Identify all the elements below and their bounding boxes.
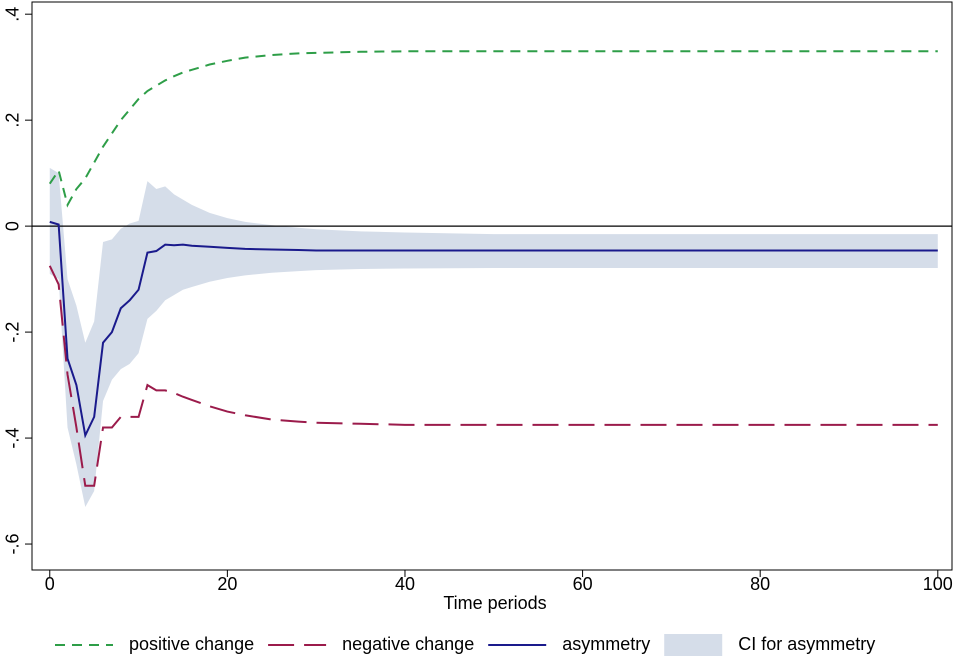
x-tick-label: 100 [923,574,953,594]
legend-label: asymmetry [562,634,650,654]
x-tick-label: 20 [217,574,237,594]
x-axis-title: Time periods [443,593,546,613]
ci-band [49,167,938,507]
x-tick-label: 80 [750,574,770,594]
y-tick-label: -.6 [3,534,23,555]
y-tick-label: -.2 [3,322,23,343]
series-line [48,50,938,208]
x-tick-label: 60 [573,574,593,594]
plot-frame [31,1,953,571]
x-tick-label: 40 [395,574,415,594]
x-tick-label: 0 [45,574,55,594]
legend-label: CI for asymmetry [738,634,875,654]
y-tick-label: .4 [3,7,23,22]
y-tick-label: .2 [3,113,23,128]
series-line [48,265,938,487]
legend-key [664,634,723,656]
legend-label: negative change [342,634,474,654]
series-line [49,220,938,439]
legend-label: positive change [129,634,254,654]
y-tick-label: 0 [3,221,23,231]
y-tick-label: -.4 [3,428,23,449]
